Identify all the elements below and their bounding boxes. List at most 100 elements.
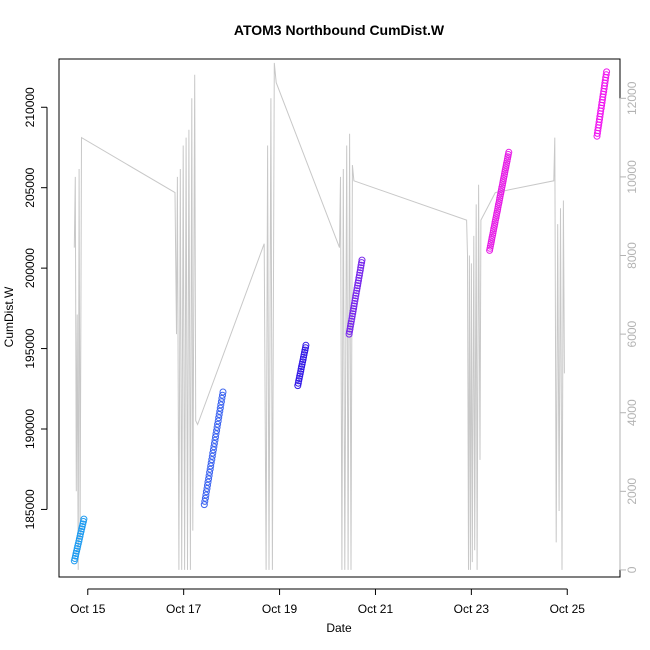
data-point (80, 515, 88, 523)
data-point (349, 307, 357, 315)
data-point (204, 478, 212, 486)
data-point (213, 427, 221, 435)
points-layer (70, 68, 611, 565)
y-tick-label: 200000 (23, 248, 37, 288)
data-point (210, 440, 218, 447)
data-point (206, 468, 214, 476)
data-point (351, 294, 359, 302)
data-point (358, 256, 366, 264)
data-point (358, 259, 366, 267)
data-point (353, 284, 361, 292)
data-point (212, 430, 220, 438)
right-y-axis: 0 2000 4000 6000 8000 10000 12000 (619, 81, 639, 573)
data-point (216, 404, 224, 412)
y-tick-label: 210000 (23, 87, 37, 127)
right-y-tick-label: 6000 (625, 320, 639, 347)
x-tick-label: Oct 19 (262, 602, 298, 616)
right-y-tick-label: 8000 (625, 242, 639, 269)
chart-title: ATOM3 Northbound CumDist.W (234, 22, 445, 38)
data-point (354, 279, 362, 287)
data-point (207, 462, 215, 470)
x-tick-label: Oct 25 (550, 602, 586, 616)
data-point (505, 148, 513, 156)
data-point (355, 274, 363, 282)
data-point (356, 266, 364, 274)
data-point (350, 302, 358, 310)
right-y-tick-label: 4000 (625, 399, 639, 426)
data-point (347, 320, 355, 328)
data-point (302, 344, 309, 352)
y-tick-label: 190000 (23, 409, 37, 449)
data-point (218, 394, 226, 402)
data-point (602, 71, 610, 79)
data-point (208, 456, 216, 464)
x-tick-label: Oct 15 (70, 602, 106, 616)
right-y-tick-label: 0 (625, 566, 639, 573)
data-point (215, 411, 223, 418)
data-point (214, 420, 222, 428)
plot-frame (58, 58, 621, 578)
data-point (346, 325, 354, 333)
data-point (203, 485, 211, 492)
data-point (213, 423, 221, 431)
data-point (205, 475, 213, 483)
data-point (76, 532, 84, 540)
data-point (355, 277, 362, 284)
data-point (297, 367, 305, 375)
data-point (357, 261, 365, 269)
data-point (211, 436, 219, 444)
data-point (210, 443, 218, 451)
x-tick-label: Oct 21 (358, 602, 394, 616)
data-point (349, 310, 357, 318)
y-axis: 185000 190000 195000 200000 205000 210000 (23, 87, 48, 529)
data-point (348, 312, 356, 320)
data-point (346, 322, 354, 330)
y-tick-label: 185000 (23, 489, 37, 529)
activity-line (73, 62, 565, 570)
data-point (214, 417, 222, 425)
data-point (348, 315, 356, 323)
data-point (350, 300, 358, 307)
data-point (201, 497, 209, 505)
data-point (216, 407, 224, 415)
data-point (206, 465, 214, 473)
x-tick-label: Oct 23 (454, 602, 490, 616)
data-point (352, 292, 360, 300)
data-point (217, 401, 225, 409)
data-point (603, 68, 611, 76)
x-axis: Oct 15 Oct 17 Oct 19 Oct 21 Oct 23 Oct 25 (70, 588, 586, 616)
data-point (207, 459, 215, 467)
data-point (208, 452, 216, 460)
right-y-tick-label: 2000 (625, 478, 639, 505)
data-point (346, 328, 353, 335)
x-axis-label: Date (326, 621, 352, 635)
data-point (215, 414, 223, 422)
data-point (219, 388, 227, 396)
activity-line-layer (73, 62, 565, 570)
data-point (354, 282, 362, 290)
data-point (219, 391, 226, 399)
data-point (212, 433, 219, 441)
data-point (356, 269, 364, 277)
data-point (353, 287, 361, 295)
data-point (294, 379, 302, 387)
y-tick-label: 205000 (23, 167, 37, 207)
data-point (204, 481, 211, 489)
data-point (347, 317, 355, 325)
data-point (217, 398, 225, 406)
data-point (350, 305, 358, 313)
y-axis-label: CumDist.W (2, 286, 16, 347)
data-point (302, 341, 310, 349)
data-point (355, 271, 363, 279)
data-point (202, 488, 210, 496)
data-point (202, 491, 210, 499)
right-y-tick-label: 12000 (625, 81, 639, 115)
data-point (201, 494, 209, 502)
data-point (209, 446, 217, 454)
data-point (351, 297, 359, 305)
right-y-tick-label: 10000 (625, 160, 639, 194)
data-point (357, 264, 365, 272)
data-point (209, 449, 217, 457)
data-point (352, 289, 360, 297)
